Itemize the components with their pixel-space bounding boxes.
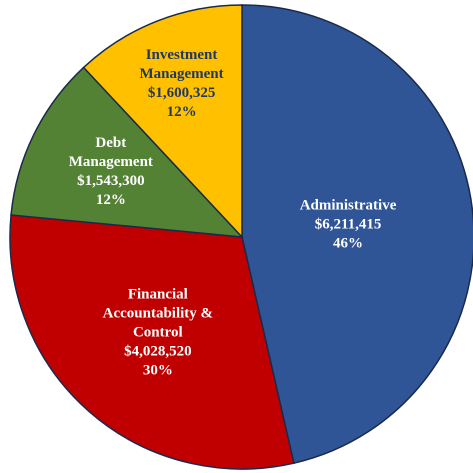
- slice-label: Financial Accountability & Control $4,028…: [88, 285, 228, 380]
- pie-slice: [9, 214, 295, 470]
- category-label: Financial Accountability & Control: [102, 286, 214, 341]
- slice-label: Debt Management $1,543,300 12%: [66, 134, 156, 210]
- percent-label: 46%: [333, 235, 364, 252]
- category-label: Investment Management: [139, 46, 224, 82]
- pie-slice: [10, 66, 244, 238]
- value-label: $1,543,300: [77, 173, 145, 190]
- value-label: $1,600,325: [147, 84, 216, 101]
- percent-label: 30%: [142, 362, 173, 379]
- percent-label: 12%: [95, 192, 126, 209]
- value-label: $4,028,520: [124, 343, 192, 360]
- category-label: Administrative: [299, 197, 397, 214]
- slice-label: Administrative $6,211,415 46%: [283, 196, 413, 253]
- pie-slice: [82, 4, 243, 239]
- value-label: $6,211,415: [314, 216, 382, 233]
- slice-label: Investment Management $1,600,325 12%: [122, 46, 242, 122]
- percent-label: 12%: [166, 103, 197, 120]
- category-label: Debt Management: [68, 135, 153, 171]
